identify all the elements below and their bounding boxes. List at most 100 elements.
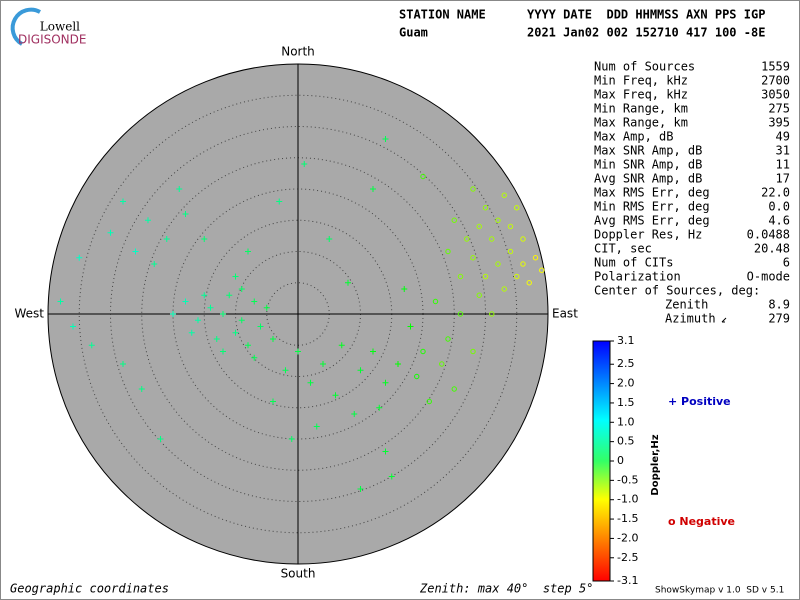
legend-negative: o Negative xyxy=(668,515,735,528)
source-positive xyxy=(157,436,164,442)
source-positive xyxy=(251,298,258,305)
source-positive xyxy=(145,217,151,224)
source-negative xyxy=(420,173,426,180)
source-positive xyxy=(320,361,326,367)
source-positive xyxy=(107,229,114,236)
colorbar-tick-label: -0.5 xyxy=(617,473,638,486)
source-negative xyxy=(482,273,489,280)
station: Guam xyxy=(399,26,428,40)
source-positive xyxy=(201,236,208,242)
source-negative xyxy=(489,236,495,242)
colorbar-title: Doppler,Hz xyxy=(650,434,661,495)
stat-value: 17 xyxy=(776,172,790,186)
azimuth-value: 279 xyxy=(768,312,790,326)
stat-label: Doppler Res, Hz xyxy=(594,228,702,242)
source-positive xyxy=(301,161,308,167)
stat-value: 0.0488 xyxy=(747,228,790,242)
stat-value: 1559 xyxy=(761,60,790,74)
source-negative xyxy=(451,386,457,392)
source-positive xyxy=(282,367,289,374)
colorbar-tick-label: 0 xyxy=(617,454,624,467)
source-negative xyxy=(426,398,432,405)
header-label: STATION NAME xyxy=(399,8,486,22)
stat-value: 3050 xyxy=(761,88,790,102)
source-positive xyxy=(163,236,170,242)
source-negative xyxy=(507,223,514,230)
stat-label: Max SNR Amp, dB xyxy=(594,144,702,158)
stat-label: Num of CITs xyxy=(594,256,673,270)
colorbar-tick-label: 0.5 xyxy=(617,435,635,448)
source-positive xyxy=(401,286,408,292)
source-positive xyxy=(270,398,276,405)
source-negative xyxy=(420,348,426,355)
source-positive xyxy=(332,392,339,399)
source-positive xyxy=(395,361,401,367)
source-positive xyxy=(370,186,376,192)
source-positive xyxy=(376,404,383,411)
stat-label: Min Freq, kHz xyxy=(594,74,688,88)
source-positive xyxy=(170,311,176,317)
source-negative xyxy=(476,292,482,298)
source-positive xyxy=(307,379,314,386)
north-label: North xyxy=(281,45,315,59)
stat-label: Max Range, km xyxy=(594,116,688,130)
source-negative xyxy=(532,255,539,261)
source-positive xyxy=(357,367,364,374)
source-negative xyxy=(451,217,457,223)
stats: Num of Sources 1559 Min Freq, kHz 2700 Max F… xyxy=(594,60,790,284)
west-label: West xyxy=(14,307,44,321)
source-negative xyxy=(520,261,526,267)
source-negative xyxy=(464,236,470,242)
stat-label: Polarization xyxy=(594,270,681,284)
source-negative xyxy=(470,186,476,192)
source-positive xyxy=(370,348,376,355)
source-negative xyxy=(445,248,451,255)
source-positive xyxy=(257,323,264,330)
colorbar-tick-label: -1.0 xyxy=(617,493,638,506)
footer-coords: Geographic coordinates xyxy=(10,582,169,596)
source-negative xyxy=(495,217,501,223)
stat-label: Max Amp, dB xyxy=(594,130,673,144)
source-positive xyxy=(407,323,414,330)
source-positive xyxy=(288,436,295,442)
stat-value: 4.6 xyxy=(768,214,790,228)
source-positive xyxy=(251,354,258,361)
stat-value: 20.48 xyxy=(754,242,790,256)
stat-value: 6 xyxy=(783,256,790,270)
source-positive xyxy=(188,329,195,336)
source-positive xyxy=(351,411,358,417)
source-positive xyxy=(357,486,364,492)
legend-positive: + Positive xyxy=(668,395,731,408)
source-positive xyxy=(232,329,239,336)
source-negative xyxy=(414,373,420,380)
source-positive xyxy=(176,186,183,192)
stat-label: Max RMS Err, deg xyxy=(594,186,710,200)
stat-value: 395 xyxy=(768,116,790,130)
stat-value: O-mode xyxy=(747,270,790,284)
source-negative xyxy=(457,311,464,317)
stat-value: 11 xyxy=(776,158,790,172)
stat-value: 0.0 xyxy=(768,200,790,214)
source-positive xyxy=(201,292,208,299)
colorbar-tick-label: 1.0 xyxy=(617,415,635,428)
source-negative xyxy=(470,348,476,355)
source-positive xyxy=(70,323,76,330)
source-negative xyxy=(507,248,514,255)
source-positive xyxy=(120,198,126,205)
stat-label: Min RMS Err, deg xyxy=(594,200,710,214)
source-negative xyxy=(432,298,439,305)
stat-label: Min SNR Amp, dB xyxy=(594,158,702,172)
source-negative xyxy=(457,273,464,280)
source-positive xyxy=(326,236,333,242)
source-positive xyxy=(276,198,283,205)
source-positive xyxy=(138,386,145,392)
source-negative xyxy=(526,280,532,286)
source-positive xyxy=(120,361,126,367)
stat-label: Max Freq, kHz xyxy=(594,88,688,102)
colorbar-ticks: 3.1 2.5 2.0 1.5 1.0 0.5 0 -0.5 -1.0 -1.5 -2.0 -2.5 -… xyxy=(610,334,638,587)
source-positive xyxy=(295,348,301,355)
stat-value: 2700 xyxy=(761,74,790,88)
source-positive xyxy=(238,286,245,292)
source-negative xyxy=(495,261,501,267)
